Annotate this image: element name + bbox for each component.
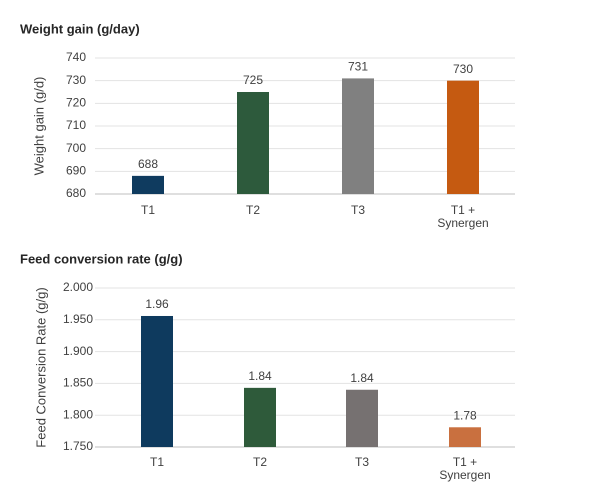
y-tick-label: 1.800 bbox=[63, 407, 93, 421]
y-tick-label: 1.850 bbox=[63, 376, 93, 390]
x-tick-label: T1 + Synergen bbox=[439, 455, 490, 482]
bar bbox=[342, 78, 374, 194]
y-tick-label: 1.950 bbox=[63, 312, 93, 326]
x-tick-label: T2 bbox=[246, 203, 260, 217]
x-tick-label: T1 bbox=[141, 203, 155, 217]
y-tick-label: 680 bbox=[66, 186, 86, 200]
x-tick-label: T1 + Synergen bbox=[437, 203, 488, 230]
value-label: 1.84 bbox=[248, 369, 272, 383]
y-tick-label: 700 bbox=[66, 141, 86, 155]
y-tick-label: 690 bbox=[66, 164, 86, 178]
value-label: 725 bbox=[243, 73, 263, 87]
value-label: 730 bbox=[453, 62, 473, 76]
bar bbox=[132, 175, 164, 194]
y-tick-label: 730 bbox=[66, 73, 86, 87]
bar bbox=[447, 80, 479, 194]
value-label: 1.78 bbox=[453, 408, 477, 422]
chart-title: Feed conversion rate (g/g) bbox=[20, 251, 183, 266]
y-tick-label: 720 bbox=[66, 96, 86, 110]
x-tick-label: T2 bbox=[253, 455, 267, 469]
y-tick-label: 710 bbox=[66, 118, 86, 132]
y-tick-label: 2.000 bbox=[63, 280, 93, 294]
bar bbox=[141, 315, 173, 447]
bar bbox=[346, 389, 378, 447]
bar bbox=[244, 387, 276, 447]
y-axis-label: Weight gain (g/d) bbox=[31, 77, 46, 176]
chart-title: Weight gain (g/day) bbox=[20, 21, 140, 36]
x-tick-label: T3 bbox=[355, 455, 369, 469]
bar bbox=[237, 92, 269, 194]
value-label: 688 bbox=[138, 157, 158, 171]
value-label: 1.84 bbox=[350, 371, 374, 385]
y-axis-label: Feed Conversion Rate (g/g) bbox=[33, 287, 48, 447]
value-label: 731 bbox=[348, 60, 368, 74]
x-tick-label: T1 bbox=[150, 455, 164, 469]
y-tick-label: 1.750 bbox=[63, 439, 93, 453]
y-tick-label: 1.900 bbox=[63, 344, 93, 358]
x-tick-label: T3 bbox=[351, 203, 365, 217]
value-label: 1.96 bbox=[145, 297, 169, 311]
y-tick-label: 740 bbox=[66, 50, 86, 64]
bar bbox=[449, 427, 481, 447]
